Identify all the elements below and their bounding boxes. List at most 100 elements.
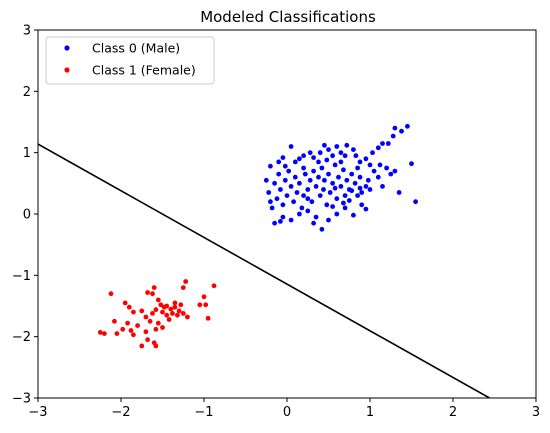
data-point xyxy=(332,162,338,168)
data-point xyxy=(168,306,174,312)
data-point xyxy=(357,159,363,165)
data-point xyxy=(380,141,385,146)
data-point xyxy=(297,211,302,217)
data-point xyxy=(268,163,273,169)
data-point xyxy=(326,147,331,153)
data-point xyxy=(309,199,315,205)
x-tick-label: −2 xyxy=(111,405,130,420)
data-point xyxy=(175,312,180,318)
data-point xyxy=(311,155,316,161)
data-point xyxy=(409,161,414,167)
x-tick-label: −3 xyxy=(28,405,47,420)
data-point xyxy=(385,141,391,146)
data-point xyxy=(342,205,348,211)
data-point xyxy=(359,202,365,208)
data-point xyxy=(180,311,186,316)
data-point xyxy=(322,177,327,183)
data-point xyxy=(185,314,190,320)
data-point xyxy=(413,199,418,205)
data-point xyxy=(302,171,308,177)
data-point xyxy=(365,177,371,183)
data-point xyxy=(370,150,375,156)
data-point xyxy=(143,329,149,335)
data-point xyxy=(324,157,330,163)
plot-area xyxy=(38,123,490,398)
y-tick-label: −3 xyxy=(12,392,31,407)
data-point xyxy=(292,159,298,165)
data-point xyxy=(405,123,410,129)
data-point xyxy=(266,190,272,195)
data-point xyxy=(371,168,377,174)
data-point xyxy=(125,320,130,326)
data-point xyxy=(155,320,161,326)
data-point xyxy=(150,311,155,316)
data-point xyxy=(357,174,363,180)
data-point xyxy=(278,219,283,224)
data-point xyxy=(183,279,189,284)
data-point xyxy=(388,171,394,177)
data-point xyxy=(332,185,338,191)
data-point xyxy=(396,190,402,195)
data-point xyxy=(145,337,151,343)
data-point xyxy=(197,302,203,308)
data-point xyxy=(313,214,319,220)
data-point xyxy=(327,190,333,195)
data-point xyxy=(294,190,300,195)
chart-title: Modeled Classifications xyxy=(200,8,376,26)
data-point xyxy=(330,153,335,159)
data-point xyxy=(151,285,157,290)
data-point xyxy=(367,187,373,192)
data-point xyxy=(292,174,298,180)
legend-label: Class 0 (Male) xyxy=(92,41,180,56)
data-point xyxy=(122,300,128,306)
data-point xyxy=(305,196,311,202)
data-point xyxy=(164,312,170,318)
data-point xyxy=(363,156,369,162)
data-point xyxy=(170,311,175,316)
data-point xyxy=(390,133,396,139)
series-1 xyxy=(97,279,217,349)
data-point xyxy=(120,326,126,332)
data-point xyxy=(319,165,325,171)
x-tick-label: −1 xyxy=(194,405,213,420)
data-point xyxy=(211,283,217,289)
data-point xyxy=(145,290,151,295)
data-point xyxy=(160,309,165,315)
x-tick-label: 0 xyxy=(283,405,291,420)
data-point xyxy=(201,294,207,300)
data-point xyxy=(143,314,149,320)
data-point xyxy=(307,150,313,156)
data-point xyxy=(301,153,306,159)
data-point xyxy=(153,343,159,349)
data-point xyxy=(131,332,136,338)
data-point xyxy=(321,187,326,192)
data-point xyxy=(284,193,290,199)
data-point xyxy=(342,193,348,199)
data-point xyxy=(139,343,145,349)
data-point xyxy=(330,204,335,210)
data-point xyxy=(355,193,360,199)
data-point xyxy=(316,159,321,165)
data-point xyxy=(128,328,134,333)
data-point xyxy=(172,304,178,310)
data-point xyxy=(338,159,344,165)
legend-marker xyxy=(64,45,70,51)
data-point xyxy=(317,193,323,199)
data-point xyxy=(276,159,282,165)
data-point xyxy=(330,180,335,186)
x-tick-label: 3 xyxy=(532,405,540,420)
x-tick-label: 2 xyxy=(449,405,457,420)
data-point xyxy=(375,145,381,151)
data-point xyxy=(155,297,161,303)
data-point xyxy=(269,205,275,211)
data-point xyxy=(280,202,286,208)
data-point xyxy=(324,202,330,208)
data-point xyxy=(288,217,294,223)
data-point xyxy=(344,177,350,183)
data-point xyxy=(158,302,164,308)
data-point xyxy=(341,200,346,206)
data-point xyxy=(126,304,132,310)
data-point xyxy=(338,150,344,156)
data-point xyxy=(176,308,182,314)
data-point xyxy=(338,184,344,189)
